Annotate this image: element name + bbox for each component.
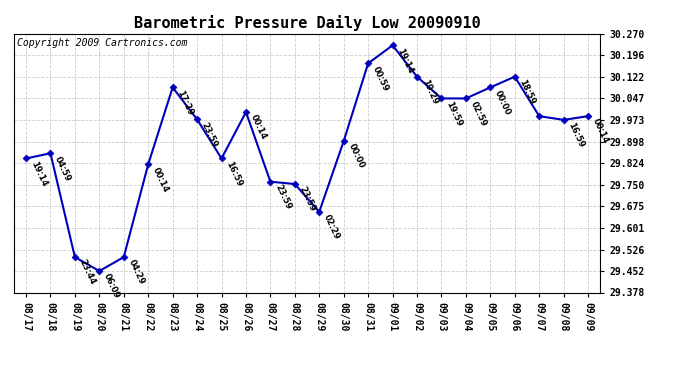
- Text: 00:14: 00:14: [248, 114, 268, 141]
- Text: 04:29: 04:29: [126, 258, 146, 286]
- Text: 19:14: 19:14: [29, 160, 48, 188]
- Text: 02:59: 02:59: [469, 100, 488, 128]
- Text: 00:59: 00:59: [371, 65, 391, 93]
- Text: 19:29: 19:29: [420, 78, 440, 106]
- Text: 23:59: 23:59: [297, 185, 317, 213]
- Title: Barometric Pressure Daily Low 20090910: Barometric Pressure Daily Low 20090910: [134, 15, 480, 31]
- Text: 00:14: 00:14: [591, 117, 610, 146]
- Text: 18:59: 18:59: [518, 78, 537, 106]
- Text: 23:59: 23:59: [273, 183, 293, 211]
- Text: 17:29: 17:29: [175, 89, 195, 117]
- Text: 23:59: 23:59: [200, 121, 219, 148]
- Text: 00:00: 00:00: [493, 89, 513, 117]
- Text: 00:00: 00:00: [346, 142, 366, 170]
- Text: 00:14: 00:14: [151, 166, 170, 194]
- Text: 16:59: 16:59: [566, 121, 586, 149]
- Text: 19:59: 19:59: [444, 100, 464, 128]
- Text: 02:29: 02:29: [322, 213, 342, 241]
- Text: 16:59: 16:59: [224, 160, 244, 188]
- Text: 04:59: 04:59: [53, 154, 72, 183]
- Text: 19:14: 19:14: [395, 47, 415, 75]
- Text: Copyright 2009 Cartronics.com: Copyright 2009 Cartronics.com: [17, 38, 187, 48]
- Text: 23:44: 23:44: [78, 258, 97, 286]
- Text: 06:09: 06:09: [102, 272, 121, 300]
